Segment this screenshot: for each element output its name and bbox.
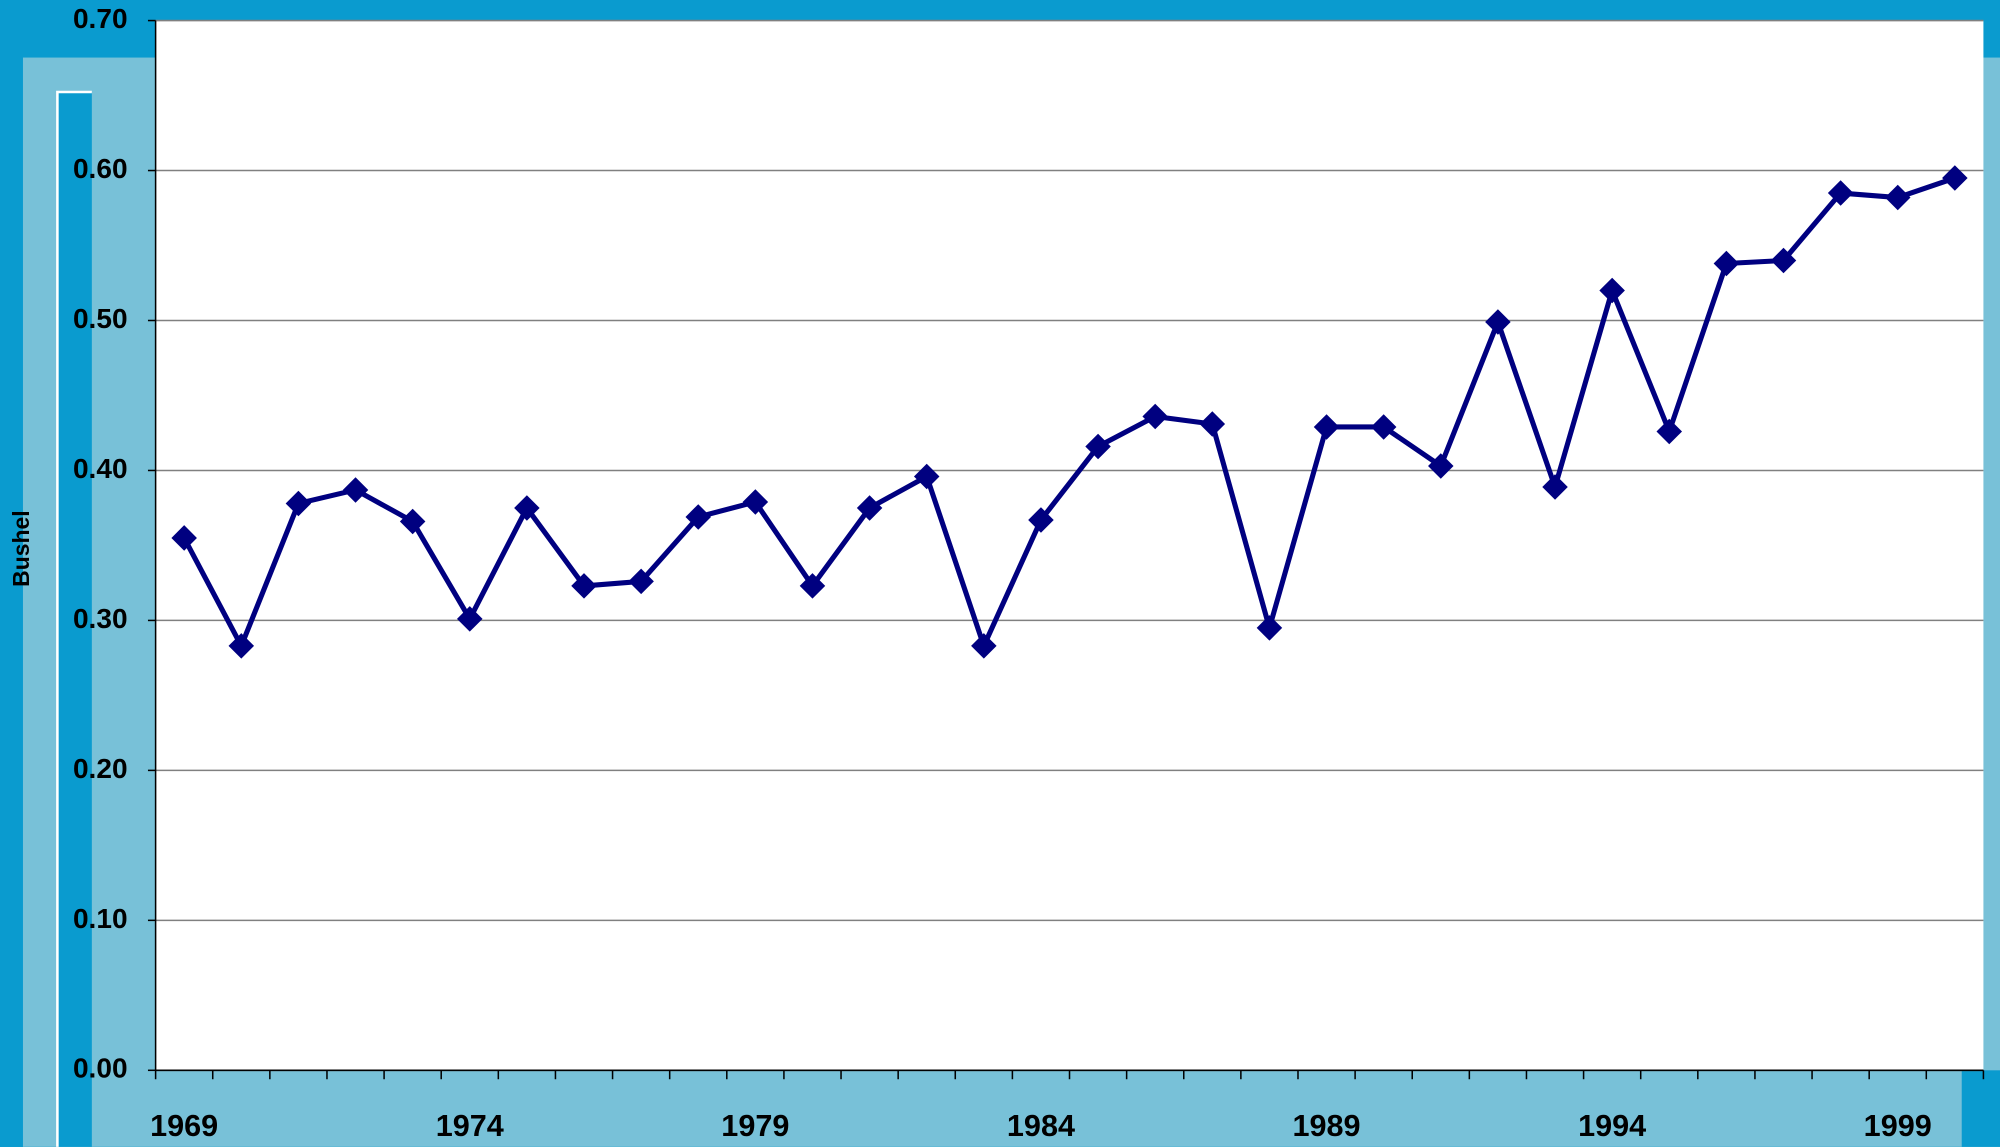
marker	[1485, 309, 1511, 335]
marker	[1199, 411, 1226, 437]
marker	[1256, 615, 1283, 641]
stripe	[57, 91, 92, 1147]
y-tick-label: 0.50	[73, 303, 128, 334]
marker	[799, 573, 826, 599]
marker	[1770, 247, 1797, 274]
marker	[1827, 180, 1854, 206]
marker	[856, 495, 883, 521]
x-tick-label: 1999	[1864, 1109, 1932, 1143]
marker	[1428, 453, 1454, 479]
marker	[457, 606, 483, 632]
marker	[1542, 474, 1568, 500]
marker	[1370, 414, 1397, 440]
marker	[228, 633, 255, 659]
marker	[685, 504, 711, 530]
marker	[1085, 433, 1111, 460]
marker	[1313, 414, 1340, 440]
plot-area	[155, 20, 1984, 1071]
y-tick-label: 0.60	[73, 153, 128, 184]
marker	[1884, 184, 1911, 211]
y-tick-label: 0.20	[73, 753, 128, 784]
x-tick-label: 1979	[721, 1109, 789, 1143]
marker	[1713, 250, 1740, 277]
y-tick-label: 0.30	[73, 603, 128, 634]
stripe-edge	[56, 90, 92, 1147]
marker	[913, 463, 940, 490]
x-tick-label: 1984	[1007, 1109, 1075, 1143]
x-tick-label: 1994	[1578, 1109, 1646, 1143]
y-tick-label: 0.10	[73, 903, 128, 934]
marker	[628, 568, 654, 595]
series-line	[181, 175, 1956, 649]
y-axis-label: Bushel	[8, 510, 34, 586]
marker	[971, 633, 997, 659]
y-tick-label: 0.40	[73, 453, 128, 484]
marker	[171, 525, 197, 551]
marker	[571, 573, 597, 599]
marker	[1942, 165, 1968, 191]
y-tick-label: 0.00	[73, 1053, 128, 1084]
x-tick-label: 1969	[150, 1109, 218, 1143]
marker	[399, 508, 426, 535]
marker	[1142, 403, 1168, 430]
y-tick-label: 0.70	[73, 3, 128, 34]
corner-block	[1961, 1070, 2000, 1147]
x-tick-label: 1989	[1292, 1109, 1360, 1143]
marker	[342, 477, 369, 503]
x-tick-label: 1974	[436, 1109, 504, 1143]
marker	[1656, 418, 1683, 445]
marker	[742, 489, 769, 515]
marker	[514, 495, 540, 521]
